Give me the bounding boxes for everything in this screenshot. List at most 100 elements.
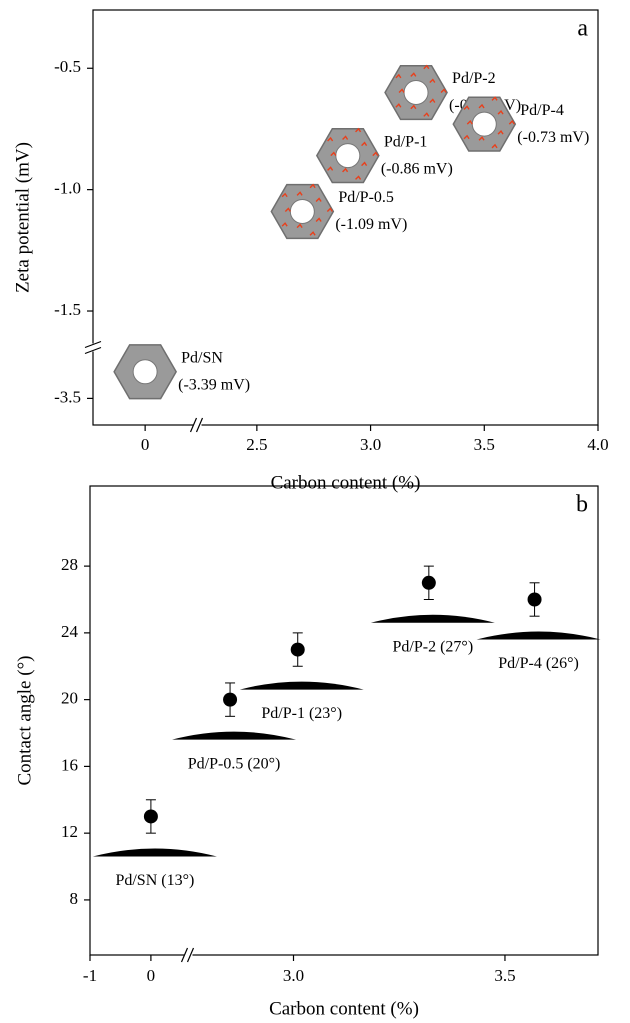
droplet	[92, 848, 217, 857]
point-name: Pd/P-0.5	[338, 189, 394, 206]
marker-decoration	[423, 64, 430, 70]
marker-decoration	[342, 135, 349, 140]
marker-decoration	[342, 167, 349, 173]
x-tick-label: 3.0	[283, 966, 304, 985]
marker-decoration	[330, 151, 337, 157]
data-label: (-0.86 mV)	[381, 160, 453, 177]
marker-decoration	[463, 105, 470, 110]
data-label: (-3.39 mV)	[178, 376, 250, 393]
x-axis-title: Carbon content (%)	[271, 472, 421, 493]
y-tick-label: -3.5	[54, 387, 81, 406]
y-tick-label: 16	[61, 755, 78, 774]
droplet	[239, 681, 364, 690]
marker-hole	[335, 143, 361, 169]
marker-decoration	[315, 197, 322, 202]
panel-label: b	[576, 492, 588, 518]
marker-decoration	[372, 151, 379, 157]
marker-decoration	[429, 78, 436, 84]
marker-decoration	[491, 143, 498, 149]
marker-decoration	[478, 136, 485, 141]
marker-decoration	[309, 231, 316, 236]
marker-decoration	[423, 112, 430, 117]
marker-decoration	[497, 110, 504, 115]
point-name: Pd/P-2	[452, 70, 496, 87]
marker-decoration	[497, 129, 504, 135]
y-tick-label: 28	[61, 555, 78, 574]
marker-decoration	[309, 183, 316, 189]
data-point	[290, 642, 305, 657]
marker-decoration	[327, 136, 334, 142]
axis-break-gap	[193, 422, 202, 428]
data-point	[223, 692, 238, 707]
droplet	[370, 614, 495, 623]
marker-decoration	[281, 192, 288, 198]
marker-decoration	[429, 98, 436, 104]
point-name: Pd/P-4	[520, 102, 564, 119]
marker-decoration	[398, 88, 405, 94]
axis-break	[84, 346, 102, 355]
droplet	[476, 631, 601, 640]
marker-decoration	[284, 207, 291, 212]
marker-decoration	[355, 175, 362, 180]
marker-decoration	[355, 127, 362, 133]
y-tick-label: 24	[61, 622, 79, 641]
data-label: (-0.73 mV)	[517, 129, 589, 146]
y-tick-label: -0.5	[54, 57, 81, 76]
point-name: Pd/P-1	[384, 133, 428, 150]
marker-decoration	[463, 134, 470, 140]
x-axis-title: Carbon content (%)	[269, 998, 419, 1019]
marker-hole	[471, 111, 497, 137]
x-tick-label: 0	[147, 966, 156, 985]
marker-hole	[289, 198, 315, 224]
data-point	[421, 575, 436, 590]
plot-frame	[92, 9, 599, 426]
x-tick-label: 3.5	[494, 966, 515, 985]
x-tick-label: 3.0	[360, 435, 381, 454]
x-tick-label: 2.5	[246, 435, 267, 454]
marker-decoration	[466, 119, 473, 125]
marker-decoration	[361, 161, 368, 167]
marker-decoration	[410, 104, 417, 110]
axis-break	[186, 947, 195, 963]
data-label: Pd/P-2 (27°)	[393, 638, 474, 655]
data-label: Pd/P-1 (23°)	[261, 705, 342, 722]
axis-break	[195, 417, 204, 433]
marker-decoration	[410, 72, 417, 77]
marker-hole	[132, 359, 158, 385]
data-label: Pd/P-4 (26°)	[498, 655, 579, 672]
x-tick-label: 0	[141, 435, 150, 454]
y-tick-label: 8	[70, 889, 79, 908]
point-name: Pd/SN	[181, 349, 223, 366]
marker-decoration	[361, 141, 368, 147]
y-tick-label: 12	[61, 822, 78, 841]
plot-frame	[89, 485, 599, 956]
axis-break	[180, 947, 189, 963]
marker-decoration	[296, 223, 303, 229]
marker-decoration	[440, 88, 447, 94]
marker-decoration	[508, 119, 515, 125]
axis-break	[189, 417, 198, 433]
marker-decoration	[281, 222, 288, 227]
marker-decoration	[326, 207, 333, 212]
y-tick-label: -1.5	[54, 300, 81, 319]
marker-decoration	[395, 73, 402, 79]
x-tick-label: 3.5	[474, 435, 495, 454]
droplet	[172, 731, 297, 740]
x-tick-label: -1	[83, 966, 97, 985]
marker-hole	[403, 80, 429, 106]
axis-break	[84, 340, 102, 349]
data-point	[143, 809, 158, 824]
panel-label: a	[577, 16, 588, 42]
axis-break-gap	[90, 343, 96, 352]
data-point	[527, 592, 542, 607]
axis-break-gap	[184, 952, 193, 958]
x-tick-label: 4.0	[587, 435, 608, 454]
y-axis-title: Zeta potential (mV)	[12, 142, 33, 293]
marker-decoration	[315, 217, 322, 222]
data-label: (-1.09 mV)	[335, 216, 407, 233]
data-label: Pd/P-0.5 (20°)	[188, 755, 281, 772]
marker-decoration	[478, 103, 485, 109]
y-axis-title: Contact angle (°)	[14, 656, 35, 786]
